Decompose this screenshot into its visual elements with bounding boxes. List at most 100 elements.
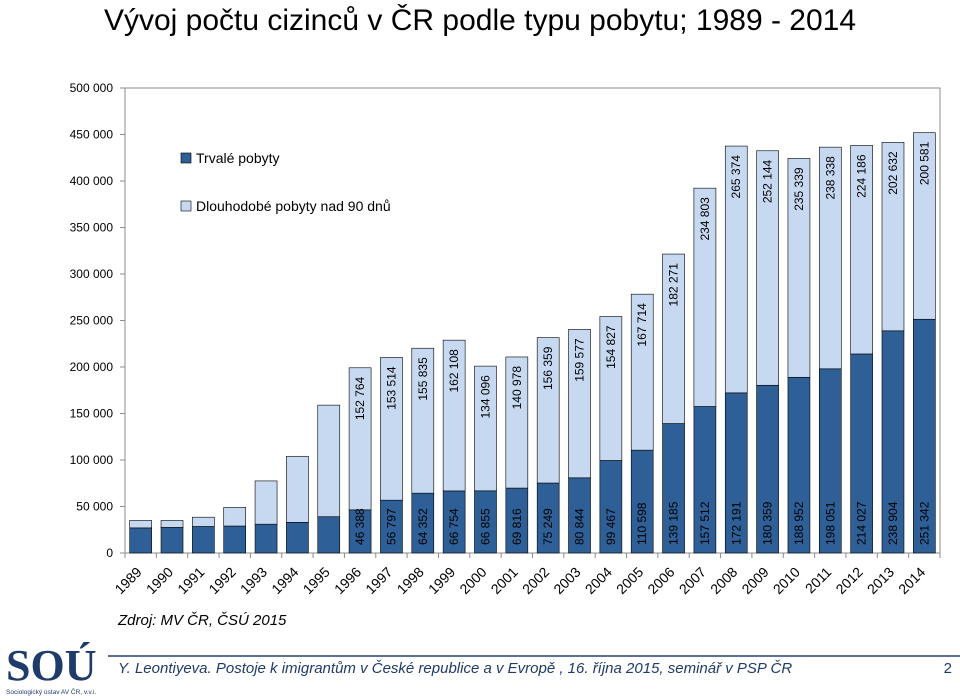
bar-long-term [254, 480, 278, 525]
value-label-permanent: 69 816 [510, 508, 524, 545]
bar-long-term [348, 367, 372, 511]
y-tick-label: 250 000 [70, 314, 114, 328]
value-label-long-term: 224 186 [855, 154, 869, 198]
value-label-permanent: 157 512 [698, 501, 712, 545]
page-number: 2 [943, 660, 952, 677]
x-tick-label: 1989 [111, 564, 144, 597]
value-label-permanent: 110 598 [635, 502, 649, 545]
soc-logo-mark: SOÚ [6, 642, 96, 686]
value-label-permanent: 56 797 [384, 508, 398, 545]
bar-long-term [380, 357, 403, 501]
value-label-long-term: 235 339 [792, 167, 806, 211]
x-tick-label: 2010 [770, 564, 803, 597]
bar-permanent [129, 527, 152, 554]
bar-long-term [505, 356, 529, 489]
bar-long-term [317, 404, 341, 518]
y-tick-label: 350 000 [70, 221, 114, 235]
bar-long-term [129, 520, 152, 529]
bar-permanent [192, 526, 215, 554]
x-tick-label: 2013 [864, 564, 897, 597]
y-tick-label: 400 000 [70, 174, 114, 188]
x-tick-label: 2009 [738, 564, 771, 597]
y-tick-label: 0 [106, 546, 113, 560]
bar-long-term [756, 150, 779, 386]
svg-text:SOÚ: SOÚ [6, 642, 96, 686]
bar-permanent [160, 527, 184, 554]
x-tick-label: 2005 [613, 564, 646, 597]
x-tick-label: 2014 [895, 564, 928, 597]
x-tick-label: 2003 [550, 564, 583, 597]
chart-bars [129, 132, 936, 554]
bar-long-term [442, 339, 466, 492]
bar-long-term [160, 520, 184, 528]
bar-long-term [536, 337, 560, 484]
chart-legend: Trvalé pobyty Dlouhodobé pobyty nad 90 d… [180, 150, 391, 214]
value-label-permanent: 64 352 [416, 508, 430, 545]
value-label-long-term: 159 577 [573, 338, 587, 382]
x-tick-label: 1994 [268, 564, 301, 597]
x-tick-label: 2002 [519, 564, 552, 597]
bar-long-term [787, 158, 811, 378]
value-label-permanent: 180 359 [761, 501, 775, 545]
value-label-long-term: 200 581 [917, 141, 931, 185]
value-label-long-term: 140 978 [510, 366, 524, 410]
x-tick-label: 2008 [707, 564, 740, 597]
y-tick-label: 150 000 [70, 407, 114, 421]
value-label-long-term: 202 632 [886, 151, 900, 195]
x-tick-label: 1990 [143, 564, 176, 597]
bar-long-term [192, 516, 215, 527]
x-tick-label: 1992 [205, 564, 238, 597]
bar-long-term [881, 142, 905, 332]
value-label-permanent: 80 844 [573, 508, 587, 545]
x-tick-label: 1998 [394, 564, 427, 597]
x-tick-label: 1993 [237, 564, 270, 597]
value-label-permanent: 251 342 [917, 501, 931, 545]
y-tick-label: 500 000 [70, 81, 114, 95]
x-tick-label: 2011 [802, 564, 835, 597]
bar-long-term [286, 455, 309, 523]
y-tick-label: 50 000 [76, 500, 113, 514]
value-label-permanent: 198 051 [823, 501, 837, 545]
bar-permanent [254, 523, 278, 554]
legend-swatch-long-term [180, 200, 192, 212]
logo-subtitle: Sociologický ústav AV ČR, v.v.i. [6, 689, 97, 696]
footer-divider [108, 655, 960, 657]
bar-permanent [317, 516, 341, 554]
x-tick-label: 2001 [488, 564, 521, 597]
chart-axes: 0 50 000 100 000 150 000 200 000 250 000 300 0… [70, 81, 941, 560]
value-label-permanent: 238 904 [886, 501, 900, 545]
bar-long-term [568, 329, 591, 479]
y-tick-label: 300 000 [70, 267, 114, 281]
bar-long-term [724, 145, 748, 394]
value-label-permanent: 66 754 [447, 508, 461, 545]
bar-long-term [850, 145, 873, 355]
bar-long-term [411, 347, 435, 494]
value-label-permanent: 188 952 [792, 501, 806, 545]
source-note: Zdroj: MV ČR, ČSÚ 2015 [118, 612, 287, 629]
bar-permanent [223, 525, 247, 554]
value-label-long-term: 162 108 [447, 349, 461, 393]
value-label-permanent: 139 185 [667, 501, 681, 545]
x-tick-label: 2006 [644, 564, 677, 597]
value-label-permanent: 46 388 [353, 508, 367, 545]
bar-long-term [223, 507, 247, 527]
y-tick-label: 450 000 [70, 128, 114, 142]
value-label-permanent: 66 855 [478, 508, 492, 545]
x-tick-label: 2000 [456, 564, 489, 597]
legend-label-permanent: Trvalé pobyty [196, 150, 280, 166]
y-tick-label: 100 000 [70, 453, 114, 467]
legend-label-long-term: Dlouhodobé pobyty nad 90 dnů [196, 198, 391, 214]
value-label-long-term: 252 144 [761, 159, 775, 203]
value-label-permanent: 172 191 [729, 501, 743, 545]
x-tick-label: 1996 [331, 564, 364, 597]
value-label-long-term: 238 338 [823, 156, 837, 200]
bar-long-term [913, 132, 936, 320]
value-label-long-term: 155 835 [416, 357, 430, 401]
value-label-long-term: 152 764 [353, 376, 367, 420]
y-tick-label: 200 000 [70, 360, 114, 374]
bar-long-term [630, 293, 654, 451]
bar-long-term [693, 187, 717, 407]
bar-long-term [818, 146, 842, 370]
x-tick-label: 1999 [425, 564, 458, 597]
